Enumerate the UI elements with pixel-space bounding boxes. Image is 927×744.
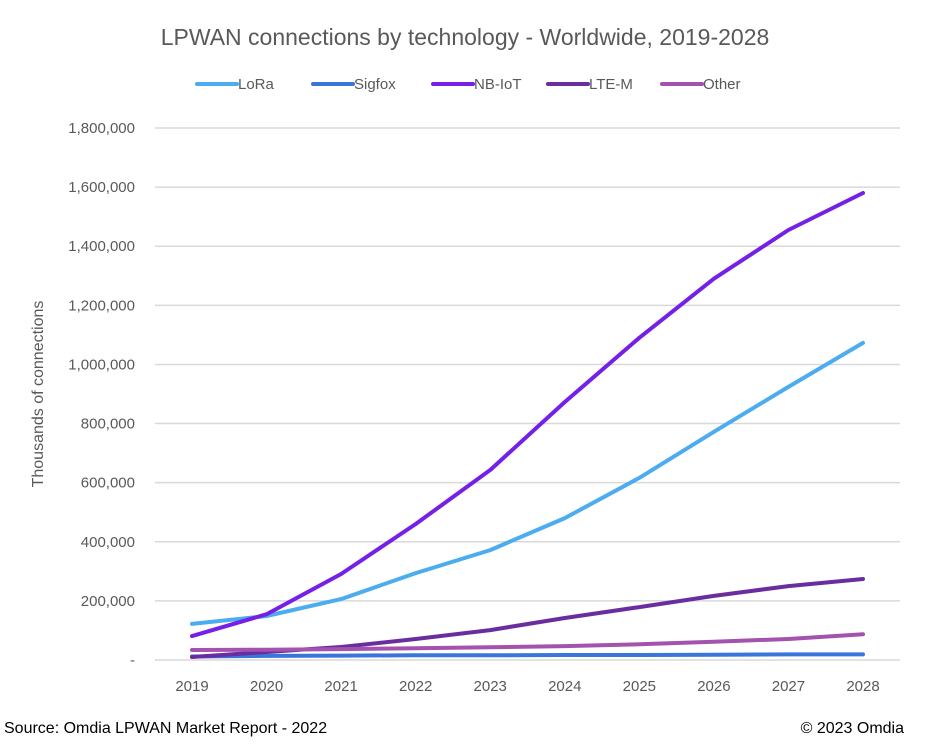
x-tick-label: 2023 bbox=[474, 678, 507, 695]
y-tick-label: 1,600,000 bbox=[68, 179, 135, 196]
y-tick-label: 1,200,000 bbox=[68, 297, 135, 314]
x-tick-label: 2020 bbox=[250, 678, 283, 695]
x-tick-label: 2019 bbox=[175, 678, 208, 695]
y-tick-label: 600,000 bbox=[81, 475, 135, 492]
x-tick-label: 2025 bbox=[623, 678, 656, 695]
legend-label: NB-IoT bbox=[474, 76, 522, 93]
y-tick-label: 1,800,000 bbox=[68, 120, 135, 137]
copyright: © 2023 Omdia bbox=[800, 720, 904, 737]
series-line-lora bbox=[190, 340, 865, 626]
series-line-nb-iot bbox=[190, 191, 865, 639]
y-tick-label: 1,000,000 bbox=[68, 356, 135, 373]
x-tick-label: 2024 bbox=[548, 678, 581, 695]
series-line-sigfox bbox=[190, 652, 865, 659]
series-lines bbox=[190, 191, 865, 659]
x-tick-label: 2027 bbox=[772, 678, 805, 695]
x-axis: 2019 2020 2021 2022 2023 2024 2025 2026 2027 2028 bbox=[175, 678, 879, 695]
y-tick-label: 800,000 bbox=[81, 416, 135, 433]
x-tick-label: 2028 bbox=[846, 678, 879, 695]
legend-label: LTE-M bbox=[589, 76, 633, 93]
y-axis-label: Thousands of connections bbox=[30, 301, 47, 488]
series-line-other bbox=[190, 632, 865, 652]
y-tick-label: 400,000 bbox=[81, 534, 135, 551]
legend-label: LoRa bbox=[238, 76, 275, 93]
y-tick-label: 200,000 bbox=[81, 593, 135, 610]
x-tick-label: 2026 bbox=[697, 678, 730, 695]
chart-title: LPWAN connections by technology - Worldw… bbox=[161, 24, 770, 50]
legend: LoRa Sigfox NB-IoT LTE-M Other bbox=[195, 76, 741, 93]
x-tick-label: 2021 bbox=[324, 678, 357, 695]
x-tick-label: 2022 bbox=[399, 678, 432, 695]
gridlines bbox=[155, 127, 900, 661]
y-tick-label: - bbox=[130, 652, 135, 669]
source-note: Source: Omdia LPWAN Market Report - 2022 bbox=[4, 720, 328, 737]
y-tick-label: 1,400,000 bbox=[68, 238, 135, 255]
y-axis: - 200,000 400,000 600,000 800,000 1,000,000 1,… bbox=[68, 120, 135, 669]
legend-label: Sigfox bbox=[354, 76, 396, 93]
legend-label: Other bbox=[703, 76, 741, 93]
